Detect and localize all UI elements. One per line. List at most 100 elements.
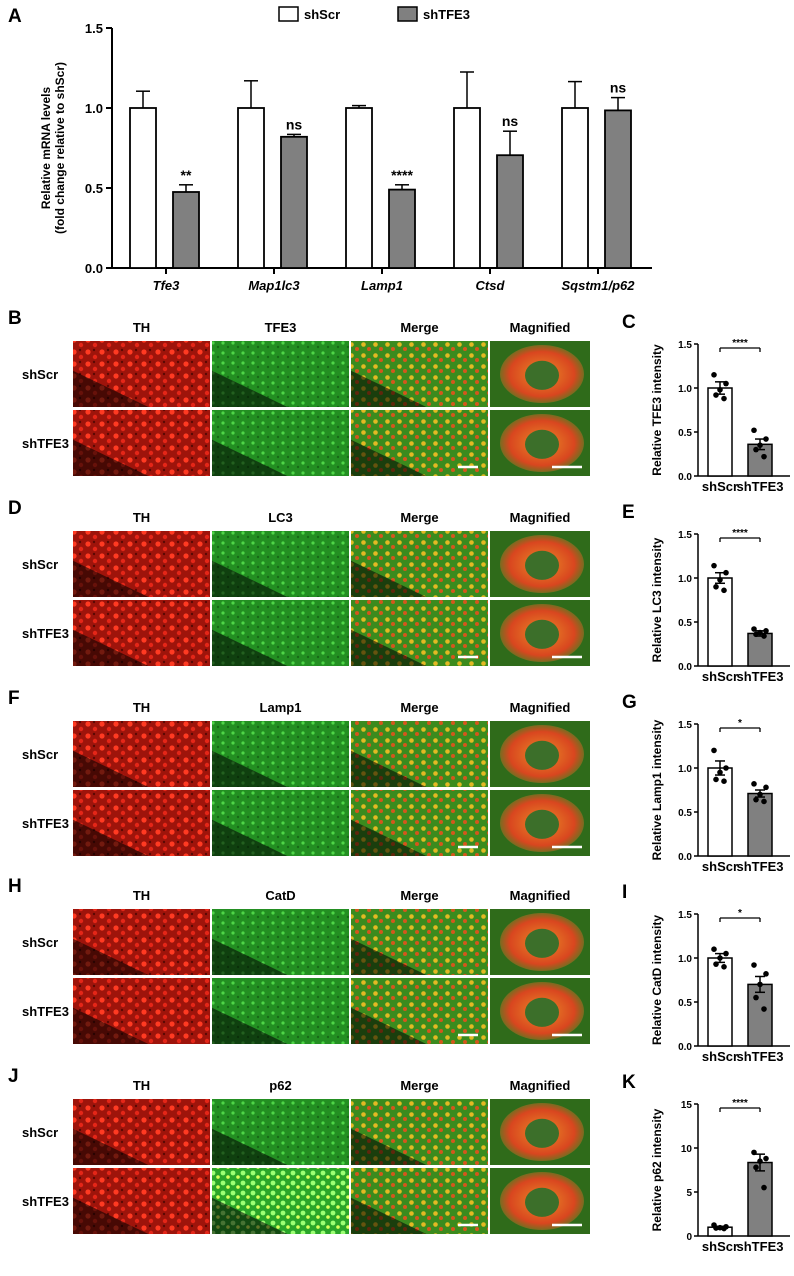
micrograph-lamp1 bbox=[212, 790, 349, 856]
y-tick-label: 0.0 bbox=[85, 261, 103, 276]
y-tick-label: 1.5 bbox=[678, 340, 692, 351]
data-point bbox=[757, 442, 763, 449]
significance-label: **** bbox=[732, 338, 748, 349]
y-tick-label: 1.0 bbox=[678, 954, 692, 965]
y-tick-label: 1.5 bbox=[678, 910, 692, 921]
y-tick-label: 0.0 bbox=[678, 852, 692, 863]
micrograph-th bbox=[73, 531, 210, 597]
column-header: TFE3 bbox=[265, 320, 297, 335]
bar-shtfe3 bbox=[388, 188, 416, 269]
panel-letter-i: I bbox=[622, 882, 627, 903]
category-label: Lamp1 bbox=[361, 278, 403, 293]
significance-label: **** bbox=[732, 528, 748, 539]
micrograph-merge bbox=[351, 1099, 488, 1165]
magnified-cell bbox=[490, 909, 590, 975]
bar-shtfe3 bbox=[747, 1161, 773, 1237]
magnified-cell bbox=[490, 410, 590, 476]
micrograph-merge bbox=[351, 790, 488, 856]
legend-label-shtfe3: shTFE3 bbox=[423, 7, 470, 22]
significance-label: * bbox=[738, 718, 742, 729]
magnified-cell bbox=[490, 1099, 590, 1165]
row-label: shTFE3 bbox=[22, 436, 69, 451]
data-point bbox=[761, 1006, 767, 1012]
category-label: shScr bbox=[702, 669, 738, 684]
data-point bbox=[761, 453, 767, 460]
image-panel-j: J TH p62 Merge Magnified shScr shTFE3 bbox=[8, 1066, 590, 1234]
category-label: shTFE3 bbox=[737, 1239, 784, 1254]
panel-letter-a: A bbox=[8, 6, 22, 27]
data-point bbox=[717, 576, 723, 583]
micrograph-tfe3 bbox=[212, 410, 349, 476]
data-point bbox=[761, 1184, 767, 1191]
data-point bbox=[753, 796, 759, 803]
y-tick-label: 1.5 bbox=[85, 21, 103, 36]
micrograph-lamp1 bbox=[212, 721, 349, 787]
chart-c: C 0.0 0.5 1.0 1.5 Relative TFE3 intensity shSc… bbox=[622, 312, 790, 494]
panel-letter-j: J bbox=[8, 1066, 19, 1087]
micrograph-th bbox=[73, 721, 210, 787]
data-point bbox=[713, 961, 719, 967]
y-tick-label: 10 bbox=[681, 1144, 693, 1155]
chart-e: E 0.0 0.5 1.0 1.5 Relative LC3 intensity shScr… bbox=[622, 502, 790, 684]
bar-shscr bbox=[453, 107, 481, 269]
y-tick-label: 1.5 bbox=[678, 530, 692, 541]
row-label: shScr bbox=[22, 557, 58, 572]
significance-label: ns bbox=[610, 80, 627, 96]
y-axis-label: Relative LC3 intensity bbox=[650, 537, 664, 662]
data-point bbox=[757, 791, 763, 798]
column-header: Magnified bbox=[510, 700, 571, 715]
bar-shtfe3 bbox=[280, 135, 308, 269]
legend-swatch-shtfe3 bbox=[397, 6, 418, 22]
row-label: shTFE3 bbox=[22, 1194, 69, 1209]
category-label: shTFE3 bbox=[737, 669, 784, 684]
data-point bbox=[711, 946, 717, 952]
magnified-cell bbox=[490, 978, 590, 1044]
category-label: Sqstm1/p62 bbox=[562, 278, 636, 293]
micrograph-merge bbox=[351, 721, 488, 787]
row-label: shTFE3 bbox=[22, 816, 69, 831]
y-tick-label: 0.0 bbox=[678, 1042, 692, 1053]
micrograph-th bbox=[73, 909, 210, 975]
column-header: Merge bbox=[400, 1078, 438, 1093]
data-point bbox=[763, 784, 769, 791]
micrograph-merge bbox=[351, 1168, 488, 1234]
data-point bbox=[723, 765, 729, 771]
significance-label: * bbox=[738, 908, 742, 919]
column-header: TH bbox=[133, 320, 150, 335]
legend-label-shscr: shScr bbox=[304, 7, 340, 22]
row-label: shScr bbox=[22, 747, 58, 762]
data-point bbox=[751, 626, 757, 632]
data-point bbox=[711, 372, 717, 378]
column-header: Merge bbox=[400, 700, 438, 715]
data-point bbox=[753, 446, 759, 453]
y-axis-label-line-1: Relative mRNA levels bbox=[39, 87, 53, 210]
y-axis-label: Relative CatD intensity bbox=[650, 915, 664, 1045]
data-point bbox=[711, 747, 717, 754]
bar-shtfe3 bbox=[747, 632, 773, 667]
column-header: TH bbox=[133, 510, 150, 525]
image-panel-b: B TH TFE3 Merge Magnified shScr shTFE3 bbox=[8, 308, 590, 476]
micrograph-merge bbox=[351, 410, 488, 476]
y-axis-label: Relative TFE3 intensity bbox=[650, 344, 664, 476]
micrograph-merge bbox=[351, 909, 488, 975]
data-point bbox=[757, 1158, 763, 1164]
data-point bbox=[713, 1225, 719, 1231]
data-point bbox=[723, 569, 729, 576]
data-point bbox=[721, 587, 727, 594]
magnified-cell bbox=[490, 721, 590, 787]
data-point bbox=[753, 994, 759, 1001]
data-point bbox=[763, 1155, 769, 1162]
row-label: shScr bbox=[22, 367, 58, 382]
row-label: shScr bbox=[22, 1125, 58, 1140]
panel-letter-c: C bbox=[622, 312, 636, 333]
bar-shscr bbox=[345, 107, 373, 269]
column-header: Merge bbox=[400, 510, 438, 525]
data-point bbox=[721, 1225, 727, 1232]
panel-letter-k: K bbox=[622, 1072, 636, 1093]
y-tick-label: 1.5 bbox=[678, 720, 692, 731]
micrograph-th bbox=[73, 410, 210, 476]
category-label: shScr bbox=[702, 1049, 738, 1064]
panel-letter-f: F bbox=[8, 688, 20, 709]
bar-shscr bbox=[237, 107, 265, 269]
category-label: shTFE3 bbox=[737, 1049, 784, 1064]
